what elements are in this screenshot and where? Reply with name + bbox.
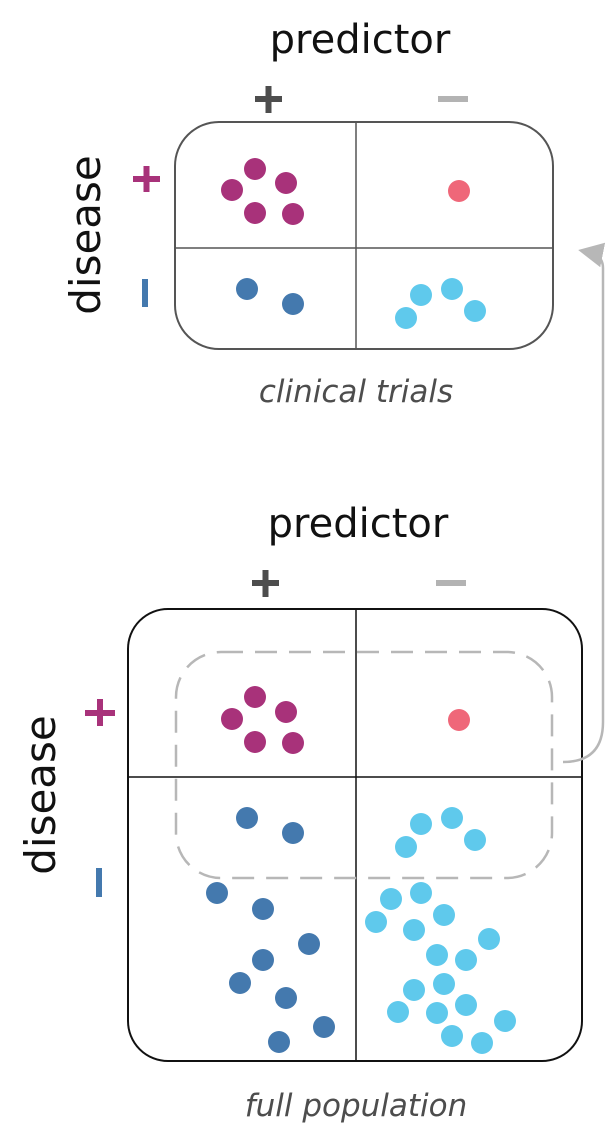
dot [236, 807, 258, 829]
dot [395, 307, 417, 329]
dot [448, 180, 470, 202]
dot [494, 1010, 516, 1032]
dot [282, 732, 304, 754]
dot [464, 300, 486, 322]
dot [395, 836, 417, 858]
dot [236, 278, 258, 300]
top-row-plus-symbol [133, 166, 160, 192]
dot [441, 278, 463, 300]
dot [403, 919, 425, 941]
dot [252, 898, 274, 920]
top-disease-label: disease [61, 155, 110, 315]
dot [244, 686, 266, 708]
dot [478, 928, 500, 950]
dot [229, 972, 251, 994]
dot [365, 911, 387, 933]
dot [471, 1032, 493, 1054]
dot [455, 949, 477, 971]
dot [448, 709, 470, 731]
dot [433, 904, 455, 926]
dot [313, 1016, 335, 1038]
bottom-col-minus-symbol [436, 580, 466, 586]
dot [410, 813, 432, 835]
dot [252, 949, 274, 971]
bottom-col-plus-symbol [252, 570, 279, 597]
dot [426, 944, 448, 966]
dot [464, 829, 486, 851]
dot [282, 822, 304, 844]
top-panel: predictor disease [61, 17, 554, 410]
dot [403, 979, 425, 1001]
dot [380, 888, 402, 910]
top-col-minus-symbol [438, 96, 468, 102]
dot [387, 1001, 409, 1023]
dot [455, 994, 477, 1016]
top-false-positive-dots [236, 278, 304, 315]
bottom-caption: full population [245, 1088, 468, 1124]
dot [298, 933, 320, 955]
clinical-trial-selection-outline [174, 650, 554, 880]
dot [221, 708, 243, 730]
dot [275, 987, 297, 1009]
dot [426, 1002, 448, 1024]
bottom-true-positive-dots [221, 686, 304, 754]
bottom-disease-label: disease [16, 715, 65, 875]
dot [441, 1025, 463, 1047]
bottom-predictor-title: predictor [268, 501, 449, 547]
bottom-true-negative-dots [365, 807, 516, 1054]
top-row-minus-symbol [142, 279, 148, 307]
dot [410, 284, 432, 306]
top-true-positive-dots [221, 158, 304, 225]
top-contingency-box [174, 121, 554, 350]
dot [433, 973, 455, 995]
dot [206, 882, 228, 904]
dot [244, 158, 266, 180]
bottom-contingency-box [127, 608, 583, 1062]
dot [282, 293, 304, 315]
dot [282, 203, 304, 225]
top-caption: clinical trials [259, 374, 453, 410]
dot [244, 731, 266, 753]
dot [275, 701, 297, 723]
top-false-negative-dots [448, 180, 470, 202]
dot [221, 179, 243, 201]
bottom-row-minus-symbol [96, 868, 102, 897]
top-col-plus-symbol [255, 86, 282, 113]
bottom-false-positive-dots [206, 807, 335, 1053]
dot [410, 882, 432, 904]
dot [441, 807, 463, 829]
dot [244, 202, 266, 224]
top-predictor-title: predictor [270, 17, 451, 63]
selection-arrow [562, 242, 606, 764]
bottom-panel: predictor disease [16, 501, 583, 1124]
dot [268, 1031, 290, 1053]
bottom-row-plus-symbol [85, 699, 115, 726]
bottom-false-negative-dots [448, 709, 470, 731]
top-true-negative-dots [395, 278, 486, 329]
dot [275, 172, 297, 194]
